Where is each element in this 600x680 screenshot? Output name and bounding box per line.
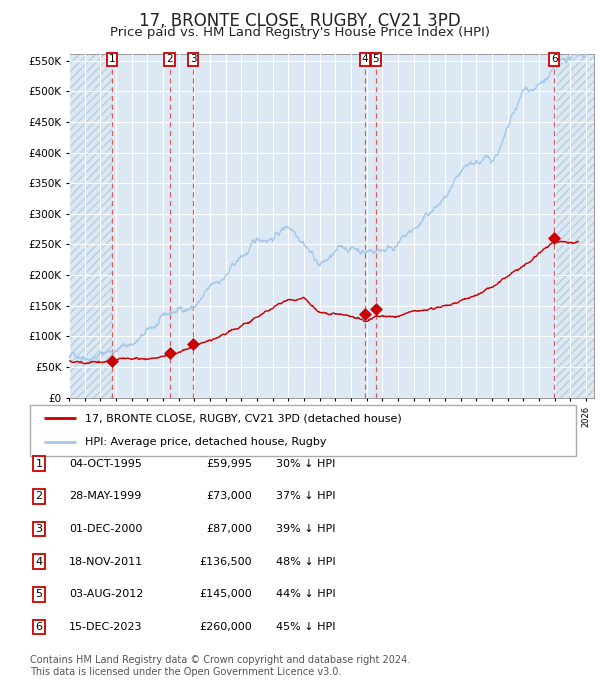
Bar [69, 54, 112, 398]
Text: 30% ↓ HPI: 30% ↓ HPI [276, 459, 335, 469]
Text: 17, BRONTE CLOSE, RUGBY, CV21 3PD (detached house): 17, BRONTE CLOSE, RUGBY, CV21 3PD (detac… [85, 413, 401, 424]
Text: £260,000: £260,000 [199, 622, 252, 632]
Text: 3: 3 [190, 54, 196, 65]
Text: 48% ↓ HPI: 48% ↓ HPI [276, 557, 335, 566]
Text: 3: 3 [35, 524, 43, 534]
Text: £59,995: £59,995 [206, 459, 252, 469]
Text: 4: 4 [35, 557, 43, 566]
Bar [554, 54, 594, 398]
Text: 15-DEC-2023: 15-DEC-2023 [69, 622, 143, 632]
Text: 45% ↓ HPI: 45% ↓ HPI [276, 622, 335, 632]
Text: 4: 4 [362, 54, 368, 65]
Text: 2: 2 [166, 54, 173, 65]
Text: Contains HM Land Registry data © Crown copyright and database right 2024.
This d: Contains HM Land Registry data © Crown c… [30, 655, 410, 677]
FancyBboxPatch shape [30, 405, 576, 456]
Text: 6: 6 [551, 54, 557, 65]
Text: 03-AUG-2012: 03-AUG-2012 [69, 590, 143, 599]
Text: 04-OCT-1995: 04-OCT-1995 [69, 459, 142, 469]
Text: 2: 2 [35, 492, 43, 501]
Text: 39% ↓ HPI: 39% ↓ HPI [276, 524, 335, 534]
Text: 5: 5 [35, 590, 43, 599]
Text: 44% ↓ HPI: 44% ↓ HPI [276, 590, 335, 599]
Text: HPI: Average price, detached house, Rugby: HPI: Average price, detached house, Rugb… [85, 437, 326, 447]
Text: 1: 1 [35, 459, 43, 469]
Text: 17, BRONTE CLOSE, RUGBY, CV21 3PD: 17, BRONTE CLOSE, RUGBY, CV21 3PD [139, 12, 461, 30]
Text: 28-MAY-1999: 28-MAY-1999 [69, 492, 142, 501]
Text: £87,000: £87,000 [206, 524, 252, 534]
Text: 5: 5 [373, 54, 379, 65]
Text: 1: 1 [109, 54, 115, 65]
Bar [69, 54, 112, 398]
Text: £73,000: £73,000 [206, 492, 252, 501]
Text: Price paid vs. HM Land Registry's House Price Index (HPI): Price paid vs. HM Land Registry's House … [110, 26, 490, 39]
Text: 6: 6 [35, 622, 43, 632]
Bar [554, 54, 594, 398]
Text: £145,000: £145,000 [199, 590, 252, 599]
Text: 01-DEC-2000: 01-DEC-2000 [69, 524, 142, 534]
Text: £136,500: £136,500 [199, 557, 252, 566]
Text: 37% ↓ HPI: 37% ↓ HPI [276, 492, 335, 501]
Text: 18-NOV-2011: 18-NOV-2011 [69, 557, 143, 566]
